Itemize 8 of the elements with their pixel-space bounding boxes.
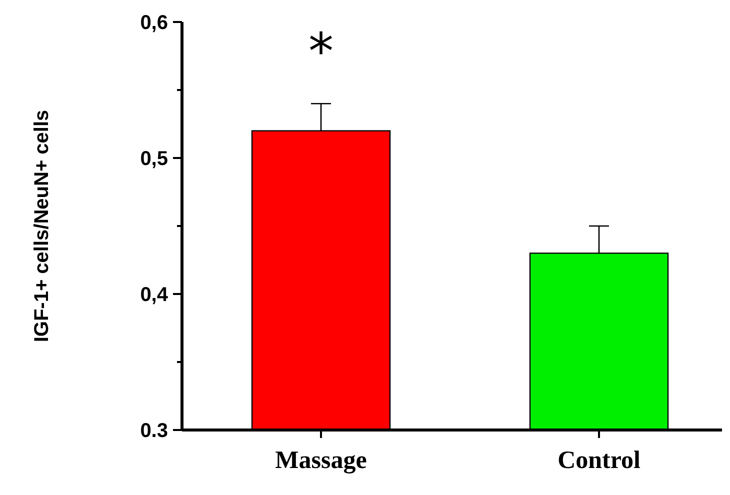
annotation: * [308, 22, 334, 81]
y-tick-label: 0,5 [140, 148, 168, 170]
y-tick-label: 0,4 [140, 284, 169, 306]
y-tick-label: 0.3 [140, 420, 168, 442]
x-tick-label: Massage [275, 447, 367, 474]
x-tick-label: Control [558, 447, 640, 474]
y-tick-label: 0,6 [140, 12, 168, 34]
y-axis-title: IGF-1+ cells/NeuN+ cells [31, 110, 53, 342]
